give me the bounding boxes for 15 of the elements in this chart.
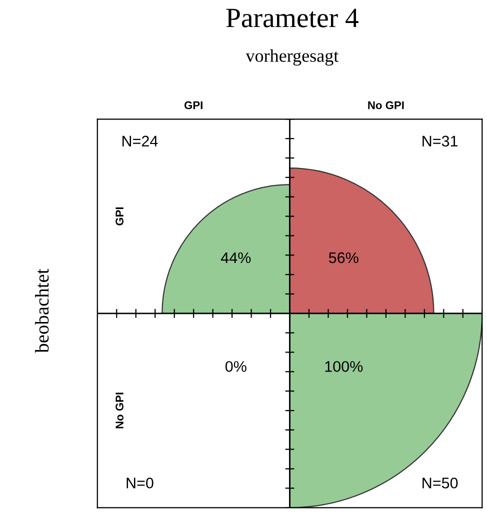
text: N=24 — [122, 136, 158, 146]
text: N=0 — [126, 478, 154, 488]
text: vorhergesagt — [246, 49, 339, 66]
text: Parameter 4 — [226, 8, 358, 28]
data-label: 100% — [325, 361, 363, 372]
data-label: 56% — [328, 252, 358, 264]
data-label: 0% — [225, 361, 246, 372]
category-label: GPI — [116, 207, 124, 226]
data-label: 44% — [220, 252, 251, 264]
category-label: GPI — [184, 101, 202, 110]
text: beobachtet — [35, 268, 49, 353]
category-label: No GPI — [116, 392, 124, 428]
category-label: No GPI — [368, 101, 404, 110]
text: N=50 — [422, 478, 458, 488]
text: N=31 — [422, 136, 458, 147]
